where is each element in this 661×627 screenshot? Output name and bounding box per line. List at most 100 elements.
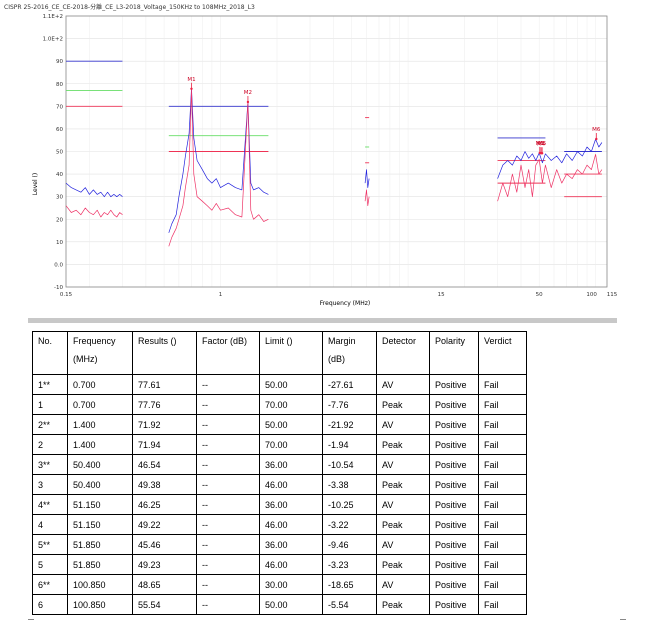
series-line	[168, 88, 269, 233]
table-cell: 46.00	[259, 514, 323, 535]
table-cell: 2**	[32, 414, 68, 435]
table-cell: --	[196, 594, 260, 615]
table-cell: Peak	[376, 514, 430, 535]
marker-label: M4	[537, 141, 546, 147]
table-cell: --	[196, 474, 260, 495]
table-cell: Positive	[429, 414, 479, 435]
table-cell: -3.22	[322, 514, 377, 535]
table-cell: Fail	[478, 534, 527, 555]
page-corner-br	[620, 619, 626, 626]
table-cell: 4	[32, 514, 68, 535]
x-axis-label: Frequency (MHz)	[320, 300, 370, 307]
table-cell: 50.00	[259, 374, 323, 395]
table-cell: -3.23	[322, 554, 377, 575]
marker-point	[595, 137, 598, 141]
table-cell: 3	[32, 474, 68, 495]
table-cell: 48.65	[132, 574, 197, 595]
table-cell: -3.38	[322, 474, 377, 495]
series-line	[497, 154, 603, 202]
table-cell: 51.850	[67, 554, 133, 575]
table-cell: 36.00	[259, 534, 323, 555]
table-body: 1** 0.700 77.61 -- 50.00 -27.61 AV Positive Fail…	[32, 374, 527, 615]
table-cell: Fail	[478, 454, 527, 475]
table-cell: 49.38	[132, 474, 197, 495]
table-cell: 3**	[32, 454, 68, 475]
table-cell: --	[196, 494, 260, 515]
table-cell: 0.700	[67, 374, 133, 395]
series-line	[65, 182, 123, 198]
table-cell: Fail	[478, 494, 527, 515]
table-cell: 0.700	[67, 394, 133, 415]
table-cell: --	[196, 374, 260, 395]
table-cell: 50.400	[67, 474, 133, 495]
page-corner-bl	[28, 619, 34, 626]
table-row: 3 50.400 49.38 -- 46.00 -3.38 Peak Positive Fail	[32, 474, 527, 495]
table-cell: 1**	[32, 374, 68, 395]
header-verdict: Verdict	[478, 331, 527, 375]
table-cell: Peak	[376, 394, 430, 415]
table-cell: --	[196, 434, 260, 455]
table-cell: 4**	[32, 494, 68, 515]
table-cell: AV	[376, 414, 430, 435]
table-cell: 71.94	[132, 434, 197, 455]
x-tick-label: 115	[607, 292, 618, 298]
y-tick-label: 40	[56, 172, 63, 178]
table-cell: Positive	[429, 394, 479, 415]
header-frequency: Frequency (MHz)	[67, 331, 133, 375]
table-cell: -10.54	[322, 454, 377, 475]
table-cell: 45.46	[132, 534, 197, 555]
limit-lines	[66, 60, 602, 198]
header-detector: Detector	[376, 331, 430, 375]
table-cell: AV	[376, 574, 430, 595]
table-cell: 36.00	[259, 454, 323, 475]
table-cell: Peak	[376, 594, 430, 615]
marker-label: M5	[538, 141, 547, 147]
header-results: Results ()	[132, 331, 197, 375]
y-axis-label: Level ()	[32, 173, 39, 195]
table-cell: Fail	[478, 514, 527, 535]
table-cell: 6**	[32, 574, 68, 595]
table-cell: AV	[376, 454, 430, 475]
x-tick-label: 50	[536, 292, 543, 298]
table-cell: -7.76	[322, 394, 377, 415]
results-table: No. Frequency (MHz) Results () Factor (dB…	[32, 331, 527, 615]
table-cell: Positive	[429, 474, 479, 495]
table-cell: 50.400	[67, 454, 133, 475]
table-cell: Peak	[376, 434, 430, 455]
table-cell: --	[196, 554, 260, 575]
section-divider	[28, 318, 617, 323]
y-tick-label: 20	[56, 217, 63, 223]
table-header-row: No. Frequency (MHz) Results () Factor (dB…	[32, 331, 527, 375]
header-no: No.	[32, 331, 68, 375]
y-tick-label: 30	[56, 195, 63, 201]
table-row: 6 100.850 55.54 -- 50.00 -5.54 Peak Positive Fai…	[32, 594, 527, 615]
table-row: 6** 100.850 48.65 -- 30.00 -18.65 AV Positive Fa…	[32, 574, 527, 595]
x-tick-label: 15	[438, 292, 445, 298]
table-cell: 1.400	[67, 434, 133, 455]
series-line	[364, 169, 370, 188]
y-tick-label: 50	[56, 150, 63, 156]
table-cell: 50.00	[259, 594, 323, 615]
table-cell: 50.00	[259, 414, 323, 435]
table-cell: -10.25	[322, 494, 377, 515]
table-cell: Positive	[429, 454, 479, 475]
table-cell: Positive	[429, 494, 479, 515]
table-cell: --	[196, 514, 260, 535]
table-cell: AV	[376, 374, 430, 395]
plot-frame	[65, 15, 608, 288]
grid	[66, 15, 607, 288]
table-cell: 55.54	[132, 594, 197, 615]
header-margin: Margin (dB)	[322, 331, 377, 375]
table-cell: 1	[32, 394, 68, 415]
table-cell: 77.61	[132, 374, 197, 395]
table-cell: Fail	[478, 574, 527, 595]
table-row: 3** 50.400 46.54 -- 36.00 -10.54 AV Positive Fai…	[32, 454, 527, 475]
table-cell: 1.400	[67, 414, 133, 435]
series-line	[168, 88, 269, 247]
table-cell: Positive	[429, 574, 479, 595]
table-cell: Fail	[478, 474, 527, 495]
table-cell: Positive	[429, 514, 479, 535]
x-tick-label: 1	[219, 292, 223, 298]
table-cell: Fail	[478, 374, 527, 395]
